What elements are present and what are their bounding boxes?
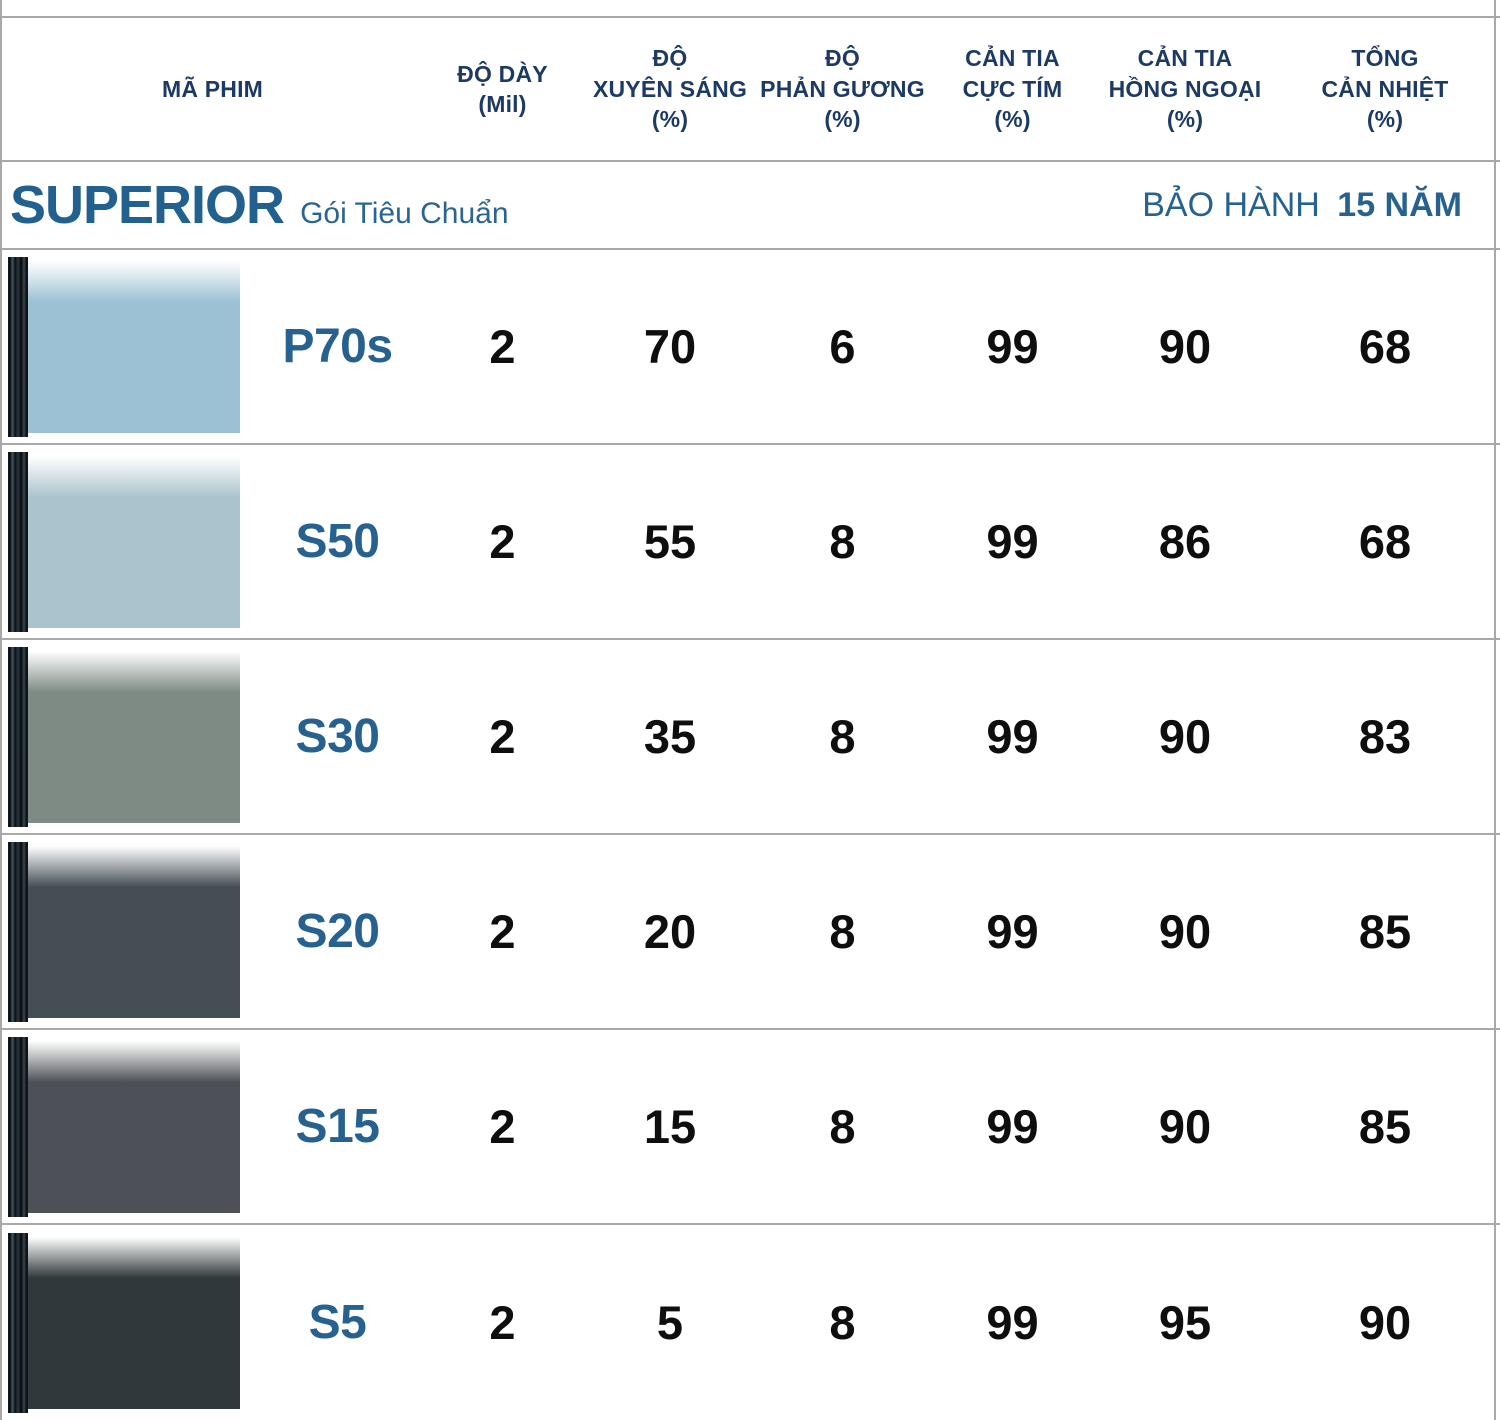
film-roll-icon	[8, 646, 28, 827]
film-sample-image	[8, 841, 240, 1022]
thickness-value: 2	[489, 320, 516, 373]
film-code: S50	[295, 515, 380, 568]
film-tint-swatch	[28, 650, 240, 823]
film-sample-cell	[0, 646, 250, 827]
column-header-uv: CẢN TIA CỰC TÍM (%)	[962, 45, 1063, 133]
divider	[0, 160, 1500, 162]
tser-value: 85	[1358, 1100, 1412, 1153]
uv-value: 99	[986, 710, 1039, 763]
film-code: S20	[295, 905, 380, 958]
table-row: S30 2 35 8 99 90 83	[0, 640, 1500, 835]
table-row: S5 2 5 8 99 95 90	[0, 1225, 1500, 1420]
ir-value: 95	[1158, 1296, 1212, 1349]
divider	[0, 248, 1500, 250]
reflectance-value: 8	[829, 515, 856, 568]
vlt-value: 35	[643, 710, 697, 763]
table-row: S50 2 55 8 99 86 68	[0, 445, 1500, 640]
section-subtitle: Gói Tiêu Chuẩn	[300, 197, 509, 230]
reflectance-value: 8	[829, 710, 856, 763]
column-header-reflectance: ĐỘ PHẢN GƯƠNG (%)	[760, 45, 925, 133]
film-tint-swatch	[28, 1040, 240, 1213]
uv-value: 99	[986, 905, 1039, 958]
uv-value: 99	[986, 1100, 1039, 1153]
ir-value: 90	[1158, 320, 1212, 373]
thickness-value: 2	[489, 515, 516, 568]
column-header-vlt: ĐỘ XUYÊN SÁNG (%)	[592, 45, 748, 133]
film-code: S15	[295, 1100, 380, 1153]
film-roll-icon	[8, 841, 28, 1022]
ir-value: 86	[1158, 515, 1212, 568]
ir-value: 90	[1158, 1100, 1212, 1153]
tser-value: 83	[1358, 710, 1412, 763]
table-row: S20 2 20 8 99 90 85	[0, 835, 1500, 1030]
film-sample-cell	[0, 451, 250, 632]
section-title: SUPERIOR Gói Tiêu Chuẩn	[10, 174, 509, 236]
column-header-ir: CẢN TIA HỒNG NGOẠI (%)	[1108, 45, 1262, 133]
film-roll-icon	[8, 256, 28, 437]
film-sample-cell	[0, 1036, 250, 1217]
vlt-value: 70	[643, 320, 697, 373]
section-header: SUPERIOR Gói Tiêu Chuẩn BẢO HÀNH 15 NĂM	[0, 162, 1500, 248]
table-row: P70s 2 70 6 99 90 68	[0, 250, 1500, 445]
film-tint-swatch	[28, 260, 240, 433]
column-header-tser: TỔNG CẢN NHIỆT (%)	[1321, 45, 1449, 133]
thickness-value: 2	[489, 1100, 516, 1153]
film-tint-swatch	[28, 1236, 240, 1409]
ir-value: 90	[1158, 710, 1212, 763]
film-sample-cell	[0, 841, 250, 1022]
thickness-value: 2	[489, 905, 516, 958]
warranty-badge: BẢO HÀNH 15 NĂM	[1142, 186, 1462, 225]
film-tint-swatch	[28, 845, 240, 1018]
film-roll-icon	[8, 1232, 28, 1413]
uv-value: 99	[986, 1296, 1039, 1349]
film-roll-icon	[8, 1036, 28, 1217]
warranty-value: 15 NĂM	[1337, 185, 1462, 224]
film-sample-cell	[0, 256, 250, 437]
column-header-film-code: MÃ PHIM	[161, 75, 264, 102]
table-header: MÃ PHIM ĐỘ DÀY (Mil) ĐỘ XUYÊN SÁNG (%) Đ…	[0, 18, 1500, 160]
reflectance-value: 8	[829, 1296, 856, 1349]
film-sample-image	[8, 256, 240, 437]
right-border-line	[1494, 0, 1496, 1420]
film-sample-image	[8, 646, 240, 827]
thickness-value: 2	[489, 710, 516, 763]
top-rule	[0, 16, 1500, 18]
tser-value: 90	[1358, 1296, 1412, 1349]
reflectance-value: 8	[829, 905, 856, 958]
uv-value: 99	[986, 515, 1039, 568]
tser-value: 85	[1358, 905, 1412, 958]
vlt-value: 15	[643, 1100, 697, 1153]
tser-value: 68	[1358, 320, 1412, 373]
section-name: SUPERIOR	[10, 175, 285, 235]
warranty-label: BẢO HÀNH	[1142, 185, 1320, 224]
reflectance-value: 6	[829, 320, 856, 373]
vlt-value: 5	[656, 1296, 684, 1349]
film-sample-image	[8, 451, 240, 632]
left-border-line	[0, 0, 2, 1420]
ir-value: 90	[1158, 905, 1212, 958]
column-header-thickness: ĐỘ DÀY (Mil)	[457, 60, 548, 117]
thickness-value: 2	[489, 1296, 516, 1349]
film-roll-icon	[8, 451, 28, 632]
film-code: S5	[308, 1296, 367, 1349]
film-sample-image	[8, 1036, 240, 1217]
tser-value: 68	[1358, 515, 1412, 568]
film-sample-image	[8, 1232, 240, 1413]
vlt-value: 20	[643, 905, 697, 958]
table-row: S15 2 15 8 99 90 85	[0, 1030, 1500, 1225]
reflectance-value: 8	[829, 1100, 856, 1153]
film-sample-cell	[0, 1232, 250, 1413]
film-code: S30	[295, 710, 380, 763]
film-tint-swatch	[28, 455, 240, 628]
vlt-value: 55	[643, 515, 697, 568]
uv-value: 99	[986, 320, 1039, 373]
film-code: P70s	[282, 320, 393, 373]
